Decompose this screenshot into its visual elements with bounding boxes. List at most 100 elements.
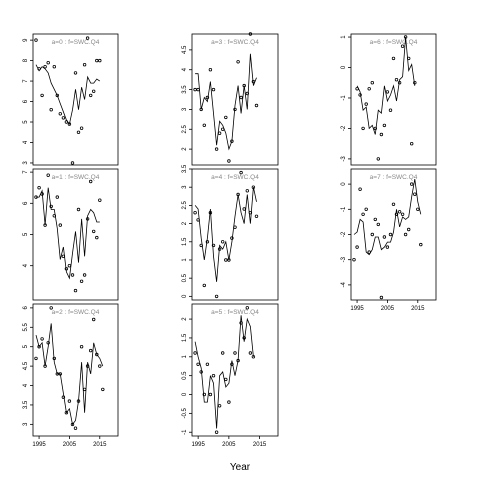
data-point — [416, 207, 420, 211]
x-tick-label: 2015 — [411, 306, 425, 312]
data-point — [73, 426, 78, 430]
data-point — [230, 236, 234, 240]
panel-5: a=5 : f=SWC.Q4 -1 -0.5 0 0.5 1 1.5 2 1995 2005 201… — [182, 303, 279, 448]
y-tick-label: 3.5 — [182, 85, 188, 94]
data-point — [55, 195, 59, 199]
data-point — [202, 123, 206, 127]
data-point — [220, 351, 225, 355]
y-tick-label: 5.5 — [23, 322, 29, 331]
y-tick-label: -1 — [182, 429, 188, 435]
y-tick-label: -1 — [341, 206, 347, 212]
y-tick-label: 5 — [23, 232, 29, 236]
panel-frame — [350, 33, 437, 166]
data-point — [394, 77, 399, 82]
y-tick-label: -2 — [341, 231, 347, 237]
y-tick-label: -3 — [341, 156, 347, 162]
data-point — [199, 370, 203, 374]
data-point — [61, 116, 66, 120]
y-tick-label: 0 — [182, 294, 188, 298]
data-point — [248, 32, 253, 36]
data-point — [373, 217, 377, 222]
y-tick-label: -3 — [341, 256, 347, 262]
data-point — [193, 87, 197, 92]
data-point — [373, 126, 377, 131]
data-point — [37, 185, 41, 190]
data-point — [403, 232, 408, 237]
x-axis-title: Year — [230, 462, 251, 473]
data-point — [193, 351, 197, 355]
data-point — [67, 399, 72, 403]
data-point — [376, 157, 380, 161]
data-point — [205, 95, 210, 100]
data-point — [61, 254, 66, 258]
data-point — [52, 214, 56, 218]
data-point — [400, 212, 405, 216]
data-point — [58, 372, 62, 376]
data-point — [245, 189, 249, 193]
data-point — [236, 192, 240, 197]
data-point — [95, 235, 99, 240]
y-tick-label: 4.5 — [23, 361, 29, 370]
y-tick-label: 3 — [23, 422, 29, 426]
data-point — [217, 404, 222, 408]
data-point — [394, 212, 399, 216]
data-point — [217, 247, 222, 251]
data-point — [34, 195, 38, 199]
panel-title: a=1 : f=SWC.Q4 — [52, 174, 100, 181]
data-point — [88, 93, 93, 98]
y-tick-label: 0 — [341, 65, 347, 69]
panel-frame — [191, 33, 279, 166]
data-point — [79, 279, 84, 283]
data-point — [101, 387, 105, 392]
data-point — [379, 295, 384, 300]
data-point — [58, 223, 62, 227]
data-point — [358, 187, 362, 191]
data-point — [79, 126, 84, 130]
data-point — [214, 147, 219, 151]
data-point — [379, 132, 384, 137]
data-point — [224, 258, 228, 262]
x-tick-label: 2015 — [93, 442, 107, 448]
data-point — [391, 202, 396, 206]
y-tick-label: -0.5 — [182, 408, 188, 419]
data-point — [224, 115, 228, 120]
data-point — [205, 240, 210, 244]
data-point — [410, 182, 414, 186]
data-point — [376, 222, 380, 227]
panel-frame — [350, 168, 437, 301]
data-point — [82, 387, 87, 392]
data-point — [205, 362, 210, 366]
y-tick-label: -1 — [341, 95, 347, 101]
data-point — [67, 122, 72, 126]
data-point — [95, 352, 99, 357]
y-tick-label: 2 — [182, 147, 188, 151]
panel-3: a=3 : f=SWC.Q4 2 2.5 3 3.5 4 4.5 — [182, 32, 279, 166]
x-tick-label: 2005 — [222, 442, 236, 448]
data-point — [361, 212, 365, 216]
fitted-line — [195, 53, 257, 151]
data-point — [364, 102, 368, 106]
data-point — [196, 87, 200, 92]
data-point — [230, 362, 234, 366]
y-tick-label: -4 — [341, 282, 347, 288]
y-tick-label: 7 — [23, 170, 29, 174]
data-point — [239, 321, 243, 325]
data-point — [248, 351, 253, 355]
data-point — [98, 364, 102, 368]
y-tick-label: 3.5 — [23, 400, 29, 409]
data-point — [46, 341, 50, 345]
y-tick-label: 4 — [23, 140, 29, 144]
data-point — [193, 210, 197, 215]
data-point — [88, 348, 93, 353]
data-point — [227, 400, 231, 404]
data-point — [220, 240, 225, 244]
panel-2: a=2 : f=SWC.Q4 3 3.5 4 4.5 5 5.5 6 1995 2005 2015 — [23, 303, 119, 448]
data-point — [254, 103, 259, 108]
y-tick-label: 6 — [23, 306, 29, 310]
data-point — [46, 173, 50, 177]
data-point — [82, 273, 87, 277]
data-point — [251, 355, 256, 359]
y-tick-label: 4 — [23, 263, 29, 267]
data-point — [413, 80, 417, 85]
data-point — [214, 294, 219, 299]
